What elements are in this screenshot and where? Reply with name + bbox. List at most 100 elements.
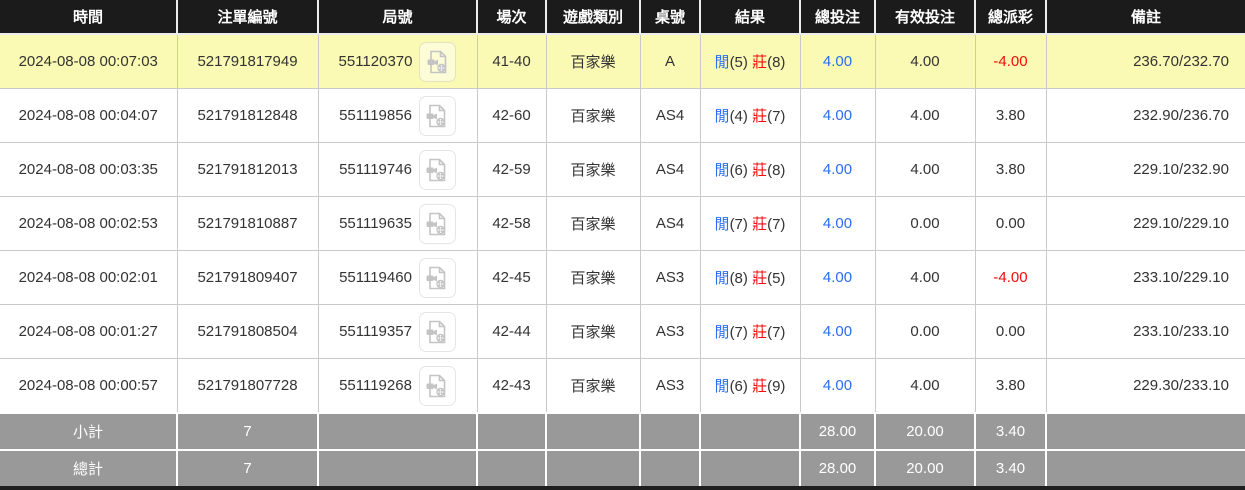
subtotal-payout: 3.40 [974,412,1047,451]
video-replay-button[interactable] [418,257,456,298]
table-no-cell: A [639,33,701,89]
video-replay-icon [425,265,449,291]
round-id-cell: 551119635 [317,196,478,251]
result-player-value: (4) [729,108,748,125]
result-cell: 閒(7) 莊(7) [699,304,801,359]
remark-cell: 233.10/233.10 [1045,304,1245,359]
subtotal-empty-table [639,412,701,451]
valid-bet-cell: 4.00 [874,142,976,197]
result-banker-label: 莊 [752,324,768,341]
valid-bet-cell: 4.00 [874,33,976,89]
video-replay-button[interactable] [418,311,456,352]
time-cell: 2024-08-08 00:03:35 [0,142,178,197]
result-player-label: 閒 [714,108,730,125]
video-replay-icon [425,373,449,399]
col-header-valid-bet: 有效投注 [874,0,976,35]
subtotal-empty-round [317,412,478,451]
result-player-value: (5) [729,54,748,71]
result-banker-value: (7) [767,108,786,125]
session-cell: 41-40 [476,33,547,89]
grand-total-payout: 3.40 [974,449,1047,486]
result-banker-label: 莊 [752,108,768,125]
table-body: 2024-08-08 00:07:03 521791817949 5511203… [0,33,1245,414]
game-type-cell: 百家樂 [545,88,641,143]
grand-total-label: 總計 [0,449,178,486]
payout-cell: 3.80 [974,88,1047,143]
grand-total-empty-table [639,449,701,486]
payout-cell: 3.80 [974,358,1047,414]
round-id-value: 551119460 [339,269,412,286]
result-player-value: (8) [729,270,748,287]
table-no-cell: AS3 [639,358,701,414]
video-replay-button[interactable] [418,149,456,190]
time-cell: 2024-08-08 00:00:57 [0,358,178,414]
result-banker-label: 莊 [752,54,768,71]
game-type-cell: 百家樂 [545,304,641,359]
grand-total-empty-round [317,449,478,486]
round-id-value: 551119746 [339,161,412,178]
result-banker-value: (8) [767,162,786,179]
result-cell: 閒(5) 莊(8) [699,33,801,89]
col-header-result: 結果 [699,0,801,35]
result-banker-label: 莊 [752,270,768,287]
result-player-value: (6) [729,378,748,395]
table-no-cell: AS4 [639,88,701,143]
round-id-cell: 551119856 [317,88,478,143]
result-player-label: 閒 [714,270,730,287]
round-id-cell: 551119357 [317,304,478,359]
payout-cell: -4.00 [974,33,1047,89]
round-id-value: 551119635 [339,215,412,232]
table-no-cell: AS3 [639,250,701,305]
order-id-cell: 521791808504 [176,304,319,359]
result-player-value: (7) [729,216,748,233]
video-replay-button[interactable] [418,365,456,406]
payout-cell: -4.00 [974,250,1047,305]
grand-total-empty-session [476,449,547,486]
payout-cell: 0.00 [974,196,1047,251]
order-id-cell: 521791809407 [176,250,319,305]
result-cell: 閒(7) 莊(7) [699,196,801,251]
round-id-value: 551119357 [339,323,412,340]
result-banker-value: (5) [767,270,786,287]
round-id-cell: 551119746 [317,142,478,197]
remark-cell: 229.10/232.90 [1045,142,1245,197]
result-player-label: 閒 [714,54,730,71]
session-cell: 42-43 [476,358,547,414]
game-type-cell: 百家樂 [545,142,641,197]
time-cell: 2024-08-08 00:02:53 [0,196,178,251]
total-bet-cell: 4.00 [799,358,876,414]
col-header-round-id: 局號 [317,0,478,35]
result-player-label: 閒 [714,162,730,179]
order-id-cell: 521791817949 [176,33,319,89]
subtotal-empty-session [476,412,547,451]
col-header-game-type: 遊戲類別 [545,0,641,35]
result-cell: 閒(6) 莊(8) [699,142,801,197]
valid-bet-cell: 4.00 [874,250,976,305]
valid-bet-cell: 0.00 [874,196,976,251]
round-id-cell: 551119268 [317,358,478,414]
order-id-cell: 521791812013 [176,142,319,197]
payout-cell: 3.80 [974,142,1047,197]
time-cell: 2024-08-08 00:04:07 [0,88,178,143]
result-banker-value: (8) [767,54,786,71]
table-no-cell: AS3 [639,304,701,359]
video-replay-button[interactable] [419,41,457,82]
video-replay-button[interactable] [418,95,456,136]
order-id-cell: 521791810887 [176,196,319,251]
video-replay-button[interactable] [418,203,456,244]
subtotal-label: 小計 [0,412,178,451]
total-bet-cell: 4.00 [799,304,876,359]
subtotal-empty-game [545,412,641,451]
session-cell: 42-59 [476,142,547,197]
total-bet-cell: 4.00 [799,196,876,251]
table-row: 2024-08-08 00:02:01 521791809407 5511194… [0,250,1245,305]
total-bet-cell: 4.00 [799,142,876,197]
video-replay-icon [425,319,449,345]
round-id-value: 551120370 [338,53,413,70]
session-cell: 42-44 [476,304,547,359]
round-id-cell: 551119460 [317,250,478,305]
table-header: 時間 注單編號 局號 場次 遊戲類別 桌號 結果 總投注 有效投注 總派彩 備註 [0,0,1245,35]
video-replay-icon [426,49,450,75]
valid-bet-cell: 4.00 [874,358,976,414]
